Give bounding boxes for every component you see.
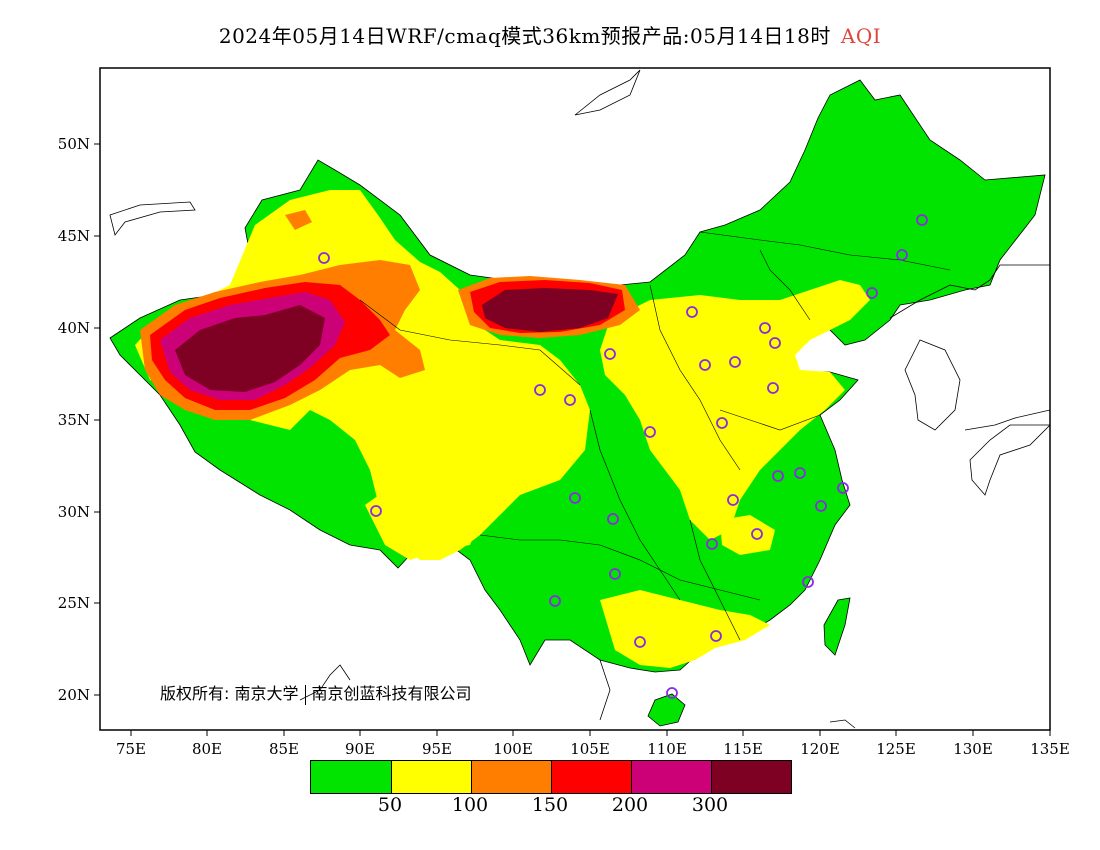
legend-swatch bbox=[711, 761, 791, 793]
region-hazardous-taklimakan bbox=[175, 305, 325, 392]
station-marker bbox=[751, 528, 763, 540]
lon-label: 125E bbox=[876, 740, 916, 758]
lon-label: 95E bbox=[422, 740, 452, 758]
map-content bbox=[109, 69, 1050, 729]
lat-label: 40N bbox=[58, 319, 90, 337]
copyright-prefix: 版权所有: bbox=[160, 684, 230, 703]
axis-ticks bbox=[94, 143, 1051, 736]
latitude-labels: 50N 45N 40N 35N 30N 25N 20N bbox=[58, 135, 90, 704]
station-marker bbox=[706, 538, 718, 550]
station-marker bbox=[802, 576, 814, 588]
lon-label: 135E bbox=[1030, 740, 1070, 758]
lon-label: 75E bbox=[116, 740, 146, 758]
station-marker bbox=[699, 359, 711, 371]
aqi-legend-labels: 50 100 150 200 300 bbox=[0, 794, 1100, 818]
station-marker bbox=[866, 287, 878, 299]
station-marker bbox=[318, 252, 330, 264]
legend-swatch bbox=[471, 761, 551, 793]
legend-threshold-label: 300 bbox=[691, 794, 729, 816]
lon-label: 105E bbox=[570, 740, 610, 758]
station-marker bbox=[837, 482, 849, 494]
region-moderate-west bbox=[135, 190, 590, 560]
station-marker bbox=[569, 492, 581, 504]
map-frame bbox=[99, 67, 1051, 731]
station-marker bbox=[607, 513, 619, 525]
lat-label: 25N bbox=[58, 594, 90, 612]
region-hazardous-gobi bbox=[482, 288, 618, 332]
station-marker bbox=[564, 394, 576, 406]
lat-label: 45N bbox=[58, 227, 90, 245]
station-marker bbox=[666, 687, 678, 699]
station-marker bbox=[644, 426, 656, 438]
title-variable: AQI bbox=[840, 24, 882, 48]
legend-swatch bbox=[551, 761, 631, 793]
legend-swatch bbox=[631, 761, 711, 793]
map-title: 2024年05月14日WRF/cmaq模式36km预报产品:05月14日18时 A… bbox=[0, 20, 1100, 49]
lon-label: 90E bbox=[345, 740, 375, 758]
copyright-separator bbox=[304, 684, 306, 705]
lon-label: 130E bbox=[953, 740, 993, 758]
station-marker bbox=[729, 356, 741, 368]
station-marker bbox=[794, 467, 806, 479]
station-marker bbox=[604, 348, 616, 360]
station-marker bbox=[772, 470, 784, 482]
lon-label: 85E bbox=[269, 740, 299, 758]
legend-threshold-label: 200 bbox=[611, 794, 649, 816]
lon-label: 120E bbox=[800, 740, 840, 758]
station-marker bbox=[710, 630, 722, 642]
region-moderate-south bbox=[600, 590, 770, 668]
station-marker bbox=[815, 500, 827, 512]
station-marker bbox=[609, 568, 621, 580]
station-marker bbox=[769, 337, 781, 349]
region-usg-spot bbox=[285, 210, 312, 230]
station-marker bbox=[767, 382, 779, 394]
lon-label: 80E bbox=[192, 740, 222, 758]
province-boundaries bbox=[359, 214, 951, 641]
station-marker bbox=[534, 384, 546, 396]
lon-label: 100E bbox=[493, 740, 533, 758]
title-main: 2024年05月14日WRF/cmaq模式36km预报产品:05月14日18时 bbox=[218, 24, 831, 48]
station-marker bbox=[759, 322, 771, 334]
region-moderate-tibet bbox=[365, 470, 480, 560]
region-taiwan bbox=[823, 597, 851, 656]
station-marker bbox=[549, 595, 561, 607]
station-marker bbox=[896, 249, 908, 261]
station-marker bbox=[370, 505, 382, 517]
station-marker bbox=[727, 494, 739, 506]
lat-label: 30N bbox=[58, 503, 90, 521]
aqi-legend bbox=[310, 760, 792, 794]
longitude-labels: 75E 80E 85E 90E 95E 100E 105E 110E 115E 120E 125E 1… bbox=[116, 740, 1070, 758]
legend-threshold-label: 50 bbox=[377, 794, 403, 816]
station-marker bbox=[916, 214, 928, 226]
legend-swatch bbox=[391, 761, 471, 793]
legend-threshold-label: 100 bbox=[451, 794, 489, 816]
coastlines bbox=[109, 69, 1050, 729]
station-marker bbox=[686, 306, 698, 318]
lat-label: 20N bbox=[58, 686, 90, 704]
legend-threshold-label: 150 bbox=[531, 794, 569, 816]
lon-label: 110E bbox=[647, 740, 687, 758]
copyright-org2: 南京创蓝科技有限公司 bbox=[311, 684, 472, 703]
lat-label: 50N bbox=[58, 135, 90, 153]
lon-label: 115E bbox=[723, 740, 763, 758]
station-marker bbox=[716, 417, 728, 429]
copyright-org1: 南京大学 bbox=[234, 684, 299, 703]
station-markers bbox=[318, 214, 928, 699]
lat-label: 35N bbox=[58, 411, 90, 429]
legend-swatch bbox=[311, 761, 391, 793]
copyright-notice: 版权所有: 南京大学 南京创蓝科技有限公司 bbox=[160, 680, 472, 705]
region-moderate-east bbox=[720, 515, 775, 555]
region-hainan bbox=[647, 693, 686, 727]
station-marker bbox=[634, 636, 646, 648]
